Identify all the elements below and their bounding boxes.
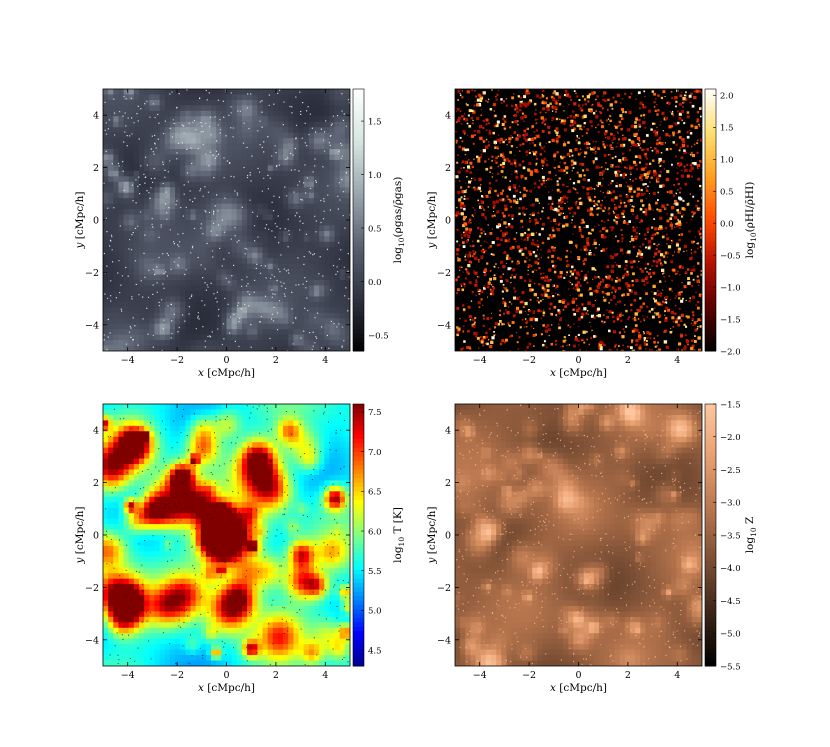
heatmap-image (455, 89, 702, 351)
y-tick-label: −2 (85, 583, 99, 594)
y-tick-label: −4 (85, 320, 99, 331)
colorbar-tick-label: 6.0 (368, 527, 382, 537)
colorbar-tick-label: 2.0 (720, 92, 734, 102)
x-tick-label: 4 (674, 670, 680, 681)
x-axis-label: x [cMpc/h] (198, 367, 255, 379)
colorbar-tick-label: −1.5 (720, 315, 741, 325)
y-tick-label: 2 (445, 478, 451, 489)
colorbar-tick-label: −0.5 (368, 331, 389, 341)
colorbar-tick-label: 0.0 (720, 219, 734, 229)
colorbar-tick-label: 6.5 (368, 488, 382, 498)
y-tick-label: 4 (445, 111, 451, 122)
x-tick-label: 2 (625, 355, 631, 366)
colorbar: 4.5 5.0 5.5 6.0 6.5 7.0 7.5 (352, 403, 382, 667)
colorbar-tick-label: 7.5 (368, 408, 382, 418)
panel-top-left: −4 −2 0 2 4 −4 −2 0 2 4 x [cMpc/h] y [cMpc/h] −0.5 0.… (74, 88, 406, 379)
y-tick-label: 2 (93, 163, 99, 174)
x-tick-label: 0 (575, 355, 581, 366)
colorbar-tick-label: −5.0 (720, 630, 741, 640)
y-tick-label: −4 (437, 320, 451, 331)
x-tick-label: 4 (322, 670, 328, 681)
x-tick-label: 0 (223, 670, 229, 681)
x-axis-label: x [cMpc/h] (198, 682, 255, 694)
colorbar: −5.5 −5.0 −4.5 −4.0 −3.5 −3.0 −2.5 −2.0 −1.5 (704, 400, 741, 672)
x-tick-label: 0 (223, 355, 229, 366)
x-tick-label: 0 (575, 670, 581, 681)
colorbar-tick-label: 0.5 (368, 224, 382, 234)
y-tick-label: 0 (93, 531, 99, 542)
colorbar-tick-label: −2.0 (720, 347, 741, 357)
y-tick-label: −2 (437, 268, 451, 279)
x-tick-label: −4 (121, 355, 135, 366)
y-tick-label: 4 (93, 111, 99, 122)
colorbar-tick-label: 7.0 (368, 448, 382, 458)
y-axis-label: y [cMpc/h] (74, 191, 86, 249)
colorbar-tick-label: 1.0 (720, 156, 734, 166)
colorbar: −2.0 −1.5 −1.0 −0.5 0.0 0.5 1.0 1.5 2.0 (704, 88, 741, 357)
colorbar-tick-label: −2.0 (720, 433, 741, 443)
colorbar-tick-label: 0.0 (368, 278, 382, 288)
x-tick-label: −2 (522, 670, 536, 681)
y-axis-label: y [cMpc/h] (426, 191, 438, 249)
y-tick-label: 2 (93, 478, 99, 489)
colorbar-label: log10(ρgas/ρ̄gas) (392, 177, 406, 264)
x-tick-label: −2 (170, 670, 184, 681)
x-tick-label: 2 (625, 670, 631, 681)
x-tick-label: 4 (674, 355, 680, 366)
y-tick-label: −2 (85, 268, 99, 279)
colorbar-tick-label: 5.0 (368, 607, 382, 617)
x-tick-label: 2 (273, 355, 279, 366)
colorbar-tick-label: 5.5 (368, 567, 382, 577)
x-axis-label: x [cMpc/h] (550, 367, 607, 379)
x-tick-label: 4 (322, 355, 328, 366)
colorbar-tick-label: 1.5 (368, 117, 382, 127)
x-tick-label: −4 (473, 355, 487, 366)
x-axis-label: x [cMpc/h] (550, 682, 607, 694)
colorbar-tick-label: −4.5 (720, 597, 741, 607)
y-tick-label: 4 (445, 426, 451, 437)
colorbar-tick-label: 1.5 (720, 124, 734, 134)
colorbar-tick-label: −5.5 (720, 662, 741, 672)
y-tick-label: 0 (445, 216, 451, 227)
colorbar-label: log10 T [K] (392, 507, 406, 563)
y-tick-label: 2 (445, 163, 451, 174)
colorbar-tick-label: 1.0 (368, 171, 382, 181)
colorbar-tick-label: −2.5 (720, 466, 741, 476)
colorbar: −0.5 0.0 0.5 1.0 1.5 (352, 88, 389, 352)
heatmap-image (455, 404, 702, 666)
colorbar-tick-label: −4.0 (720, 564, 741, 574)
y-tick-label: −4 (85, 635, 99, 646)
colorbar-tick-label: −3.5 (720, 531, 741, 541)
colorbar-label: log10 Z (744, 517, 758, 554)
y-tick-label: −4 (437, 635, 451, 646)
heatmap-image (103, 89, 350, 351)
x-tick-label: −2 (522, 355, 536, 366)
colorbar-label: log10(ρHI/ρ̄HI) (744, 182, 758, 259)
y-axis-label: y [cMpc/h] (426, 506, 438, 564)
colorbar-tick-label: −0.5 (720, 251, 741, 261)
x-tick-label: −4 (121, 670, 135, 681)
x-tick-label: −4 (473, 670, 487, 681)
colorbar-tick-label: −3.0 (720, 499, 741, 509)
panel-top-right: −4 −2 0 2 4 −4 −2 0 2 4 x [cMpc/h] y [cMpc/h] −2.0 −1… (426, 88, 758, 379)
panel-bottom-left: −4 −2 0 2 4 −4 −2 0 2 4 x [cMpc/h] y [cMpc/h] 4.5 5.0… (74, 403, 406, 694)
colorbar-tick-label: 0.5 (720, 188, 734, 198)
y-tick-label: 0 (445, 531, 451, 542)
y-tick-label: 4 (93, 426, 99, 437)
y-tick-label: −2 (437, 583, 451, 594)
y-tick-label: 0 (93, 216, 99, 227)
colorbar-tick-label: 4.5 (368, 646, 382, 656)
x-tick-label: 2 (273, 670, 279, 681)
x-tick-label: −2 (170, 355, 184, 366)
colorbar-tick-label: −1.0 (720, 283, 741, 293)
colorbar-tick-label: −1.5 (720, 400, 741, 410)
y-axis-label: y [cMpc/h] (74, 506, 86, 564)
heatmap-image (103, 404, 350, 666)
